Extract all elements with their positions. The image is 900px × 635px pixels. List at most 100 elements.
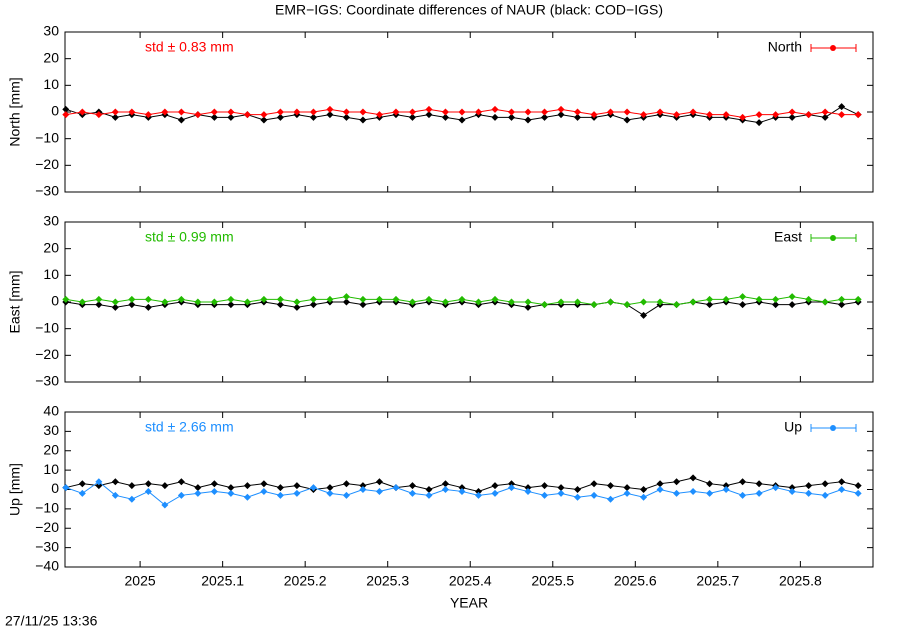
data-point	[673, 111, 681, 119]
data-point	[276, 301, 284, 309]
data-point	[342, 491, 350, 499]
data-point	[425, 491, 433, 499]
y-tick-label: −10	[35, 500, 59, 516]
std-annotation: std ± 0.99 mm	[145, 229, 234, 245]
data-point	[144, 303, 152, 311]
data-point	[210, 108, 218, 116]
data-point	[838, 301, 846, 309]
std-annotation: std ± 2.66 mm	[145, 419, 234, 435]
data-point	[359, 301, 367, 309]
data-point	[227, 301, 235, 309]
data-point	[491, 105, 499, 113]
data-point	[739, 491, 747, 499]
y-axis-label: North [mm]	[7, 77, 23, 146]
data-point	[788, 108, 796, 116]
x-axis-label: YEAR	[450, 595, 488, 611]
data-point	[788, 487, 796, 495]
data-point	[673, 478, 681, 486]
data-point	[474, 298, 482, 306]
x-tick-label: 2025.7	[696, 573, 739, 589]
data-point	[441, 108, 449, 116]
data-point	[375, 295, 383, 303]
data-point	[474, 487, 482, 495]
data-point	[210, 487, 218, 495]
data-point	[177, 491, 185, 499]
data-point	[408, 108, 416, 116]
data-point	[309, 484, 317, 492]
data-point	[755, 480, 763, 488]
data-point	[491, 113, 499, 121]
data-point	[640, 486, 648, 493]
data-point	[177, 295, 185, 303]
data-point	[772, 295, 780, 303]
y-tick-label: 10	[43, 266, 59, 282]
data-point	[821, 113, 829, 121]
data-point	[788, 484, 796, 492]
y-tick-label: −20	[35, 346, 59, 362]
data-point	[425, 111, 433, 119]
data-point	[177, 478, 185, 486]
data-point	[62, 105, 70, 113]
data-point	[640, 311, 648, 319]
data-point	[342, 480, 350, 488]
data-point	[821, 491, 829, 499]
data-point	[78, 480, 86, 488]
data-point	[111, 108, 119, 116]
data-point	[227, 484, 235, 492]
data-point	[739, 113, 747, 121]
data-point	[772, 111, 780, 119]
plot-frame	[64, 221, 874, 383]
data-point	[194, 298, 202, 306]
data-point	[260, 480, 268, 488]
x-tick-label: 2025.8	[779, 573, 822, 589]
data-point	[144, 295, 152, 303]
data-point	[706, 480, 714, 488]
y-tick-label: −40	[35, 558, 59, 574]
data-point	[326, 105, 334, 113]
data-point	[227, 108, 235, 116]
y-tick-label: 10	[43, 76, 59, 92]
data-point	[458, 116, 466, 124]
data-point	[392, 108, 400, 116]
data-point	[590, 301, 598, 309]
data-point	[260, 295, 268, 303]
data-point	[210, 113, 218, 121]
data-point	[640, 111, 648, 119]
data-point	[359, 486, 367, 493]
data-point	[656, 108, 664, 116]
data-point	[342, 113, 350, 121]
data-point	[772, 301, 780, 309]
data-point	[359, 108, 367, 116]
y-tick-label: 0	[51, 293, 59, 309]
data-point	[309, 301, 317, 309]
data-point	[557, 105, 565, 113]
y-tick-label: 10	[43, 461, 59, 477]
data-point	[177, 108, 185, 116]
data-point	[838, 111, 846, 119]
y-axis-label: East [mm]	[7, 270, 23, 333]
legend-label: North	[768, 39, 802, 55]
data-point	[508, 484, 516, 492]
data-point	[194, 489, 202, 497]
legend-label: East	[774, 229, 802, 245]
data-point	[491, 295, 499, 303]
data-point	[342, 293, 350, 301]
data-point	[326, 111, 334, 119]
data-point	[293, 108, 301, 116]
data-point	[590, 111, 598, 119]
data-point	[739, 301, 747, 309]
data-point	[161, 501, 169, 509]
data-point	[706, 301, 714, 309]
legend-marker	[830, 425, 836, 431]
legend-marker	[830, 45, 836, 51]
data-point	[243, 298, 251, 306]
data-point	[441, 480, 449, 488]
data-point	[607, 482, 615, 490]
data-point	[557, 489, 565, 497]
data-point	[128, 295, 136, 303]
data-point	[541, 491, 549, 499]
data-point	[326, 484, 334, 492]
data-point	[524, 298, 532, 306]
data-point	[706, 489, 714, 497]
